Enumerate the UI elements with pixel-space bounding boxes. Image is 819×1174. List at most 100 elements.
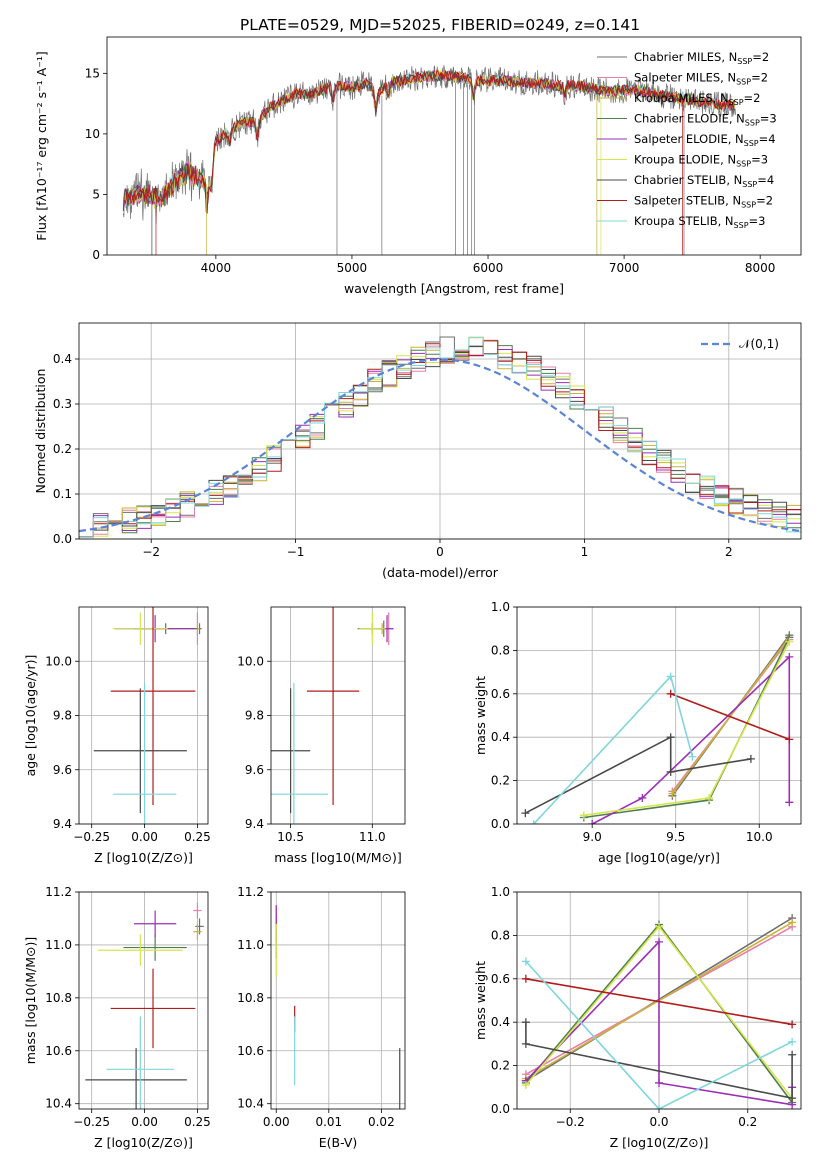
mass_vs_ebv-ytick-label: 10.4 xyxy=(237,1097,264,1111)
mass_vs_ebv-ytick-label: 11.2 xyxy=(237,885,264,899)
spectrum-ytick-label: 5 xyxy=(92,187,100,201)
weight_vs_age-ytick-label: 0.4 xyxy=(491,730,510,744)
age_vs_mass-ytick-label: 9.4 xyxy=(245,817,264,831)
weight_vs_Z-panel: −0.2 0.0 0.2 0.0 0.2 0.4 0.6 0.8 1.0 Z [log10(Z/Z… xyxy=(473,885,802,1150)
weight-line-kroupa-miles xyxy=(671,636,790,795)
weight_vs_Z-plot-area xyxy=(521,914,797,1109)
weight_vs_age-ytick-label: 0.8 xyxy=(491,643,510,657)
mass_vs_Z-ytick-label: 10.8 xyxy=(45,991,72,1005)
weight-point-salpeter-stelib xyxy=(788,1020,797,1029)
age_vs_mass-ytick-label: 10.0 xyxy=(237,654,264,668)
legend-label-salpeter-miles: Salpeter MILES, NSSP=2 xyxy=(634,71,768,87)
residuals-xtick-label: 1 xyxy=(581,545,589,559)
residuals-plot-area xyxy=(79,336,801,539)
age_vs_Z-ytick-label: 9.4 xyxy=(53,817,72,831)
weight_vs_Z-xtick-label: −0.2 xyxy=(556,1115,585,1129)
legend-label-kroupa-stelib: Kroupa STELIB, NSSP=3 xyxy=(634,214,765,230)
weight-point-salpeter-elodie xyxy=(785,798,794,807)
weight_vs_age-panel: 9.0 9.5 10.0 0.0 0.2 0.4 0.6 0.8 1.0 age [log10(a… xyxy=(473,600,802,865)
spectrum-title: PLATE=0529, MJD=52025, FIBERID=0249, z=0… xyxy=(240,16,640,34)
weight_vs_age-ylabel: mass weight xyxy=(473,676,488,755)
weight_vs_Z-ytick-label: 0.6 xyxy=(491,972,510,986)
weight-point-chabrier-stelib xyxy=(788,1050,797,1059)
residuals-xtick-label: 0 xyxy=(436,545,444,559)
weight_vs_age-ytick-label: 0.6 xyxy=(491,687,510,701)
mass_vs_Z-ytick-label: 10.6 xyxy=(45,1044,72,1058)
age_vs_mass-xlabel: mass [log10(M/M⊙)] xyxy=(274,850,402,865)
spectrum-frame xyxy=(106,36,802,256)
legend-label-kroupa-elodie: Kroupa ELODIE, NSSP=3 xyxy=(634,153,768,169)
weight_vs_Z-ytick-label: 0.4 xyxy=(491,1015,510,1029)
weight-point-kroupa-miles xyxy=(788,918,797,927)
spectrum-line-kroupa-miles xyxy=(122,69,736,206)
mass_vs_ebv-xtick-label: 0.02 xyxy=(368,1115,395,1129)
histogram-kroupa-stelib xyxy=(79,337,801,539)
age_vs_Z-xtick-label: 0.25 xyxy=(184,830,211,844)
spectrum-xlabel: wavelength [Angstrom, rest frame] xyxy=(344,281,564,296)
spectrum-xtick-label: 7000 xyxy=(609,261,640,275)
weight-point-chabrier-stelib xyxy=(746,754,755,763)
residuals-xtick-label: −1 xyxy=(287,545,305,559)
residuals-ytick-label: 0.0 xyxy=(53,532,72,546)
weight-point-chabrier-stelib xyxy=(521,1039,530,1048)
mass_vs_Z-xlabel: Z [log10(Z/Z⊙)] xyxy=(94,1135,193,1150)
mass_vs_Z-panel: −0.25 0.00 0.25 10.4 10.6 10.8 11.0 11.2 Z [log1… xyxy=(23,885,211,1150)
weight-line-chabrier-stelib xyxy=(525,735,752,814)
mass_vs_Z-frame xyxy=(78,891,209,1110)
mass_vs_Z-ytick-label: 11.0 xyxy=(45,938,72,952)
weight-point-kroupa-stelib xyxy=(655,1105,663,1109)
legend-label-chabrier-stelib: Chabrier STELIB, NSSP=4 xyxy=(634,173,774,189)
mass_vs_ebv-xlabel: E(B-V) xyxy=(319,1135,358,1150)
age_vs_mass-panel: 10.5 11.0 9.4 9.6 9.8 10.0 mass [log10(M/M⊙)] xyxy=(237,606,406,865)
weight_vs_age-xtick-label: 10.0 xyxy=(746,830,773,844)
weight_vs_age-xtick-label: 9.0 xyxy=(583,830,602,844)
mass_vs_Z-plot-area xyxy=(85,902,204,1109)
weight-point-chabrier-stelib xyxy=(521,809,530,818)
weight-point-kroupa-elodie xyxy=(655,922,663,931)
age_vs_mass-ytick-label: 9.8 xyxy=(245,709,264,723)
weight_vs_Z-xtick-label: 0.0 xyxy=(649,1115,668,1129)
residuals-ytick-label: 0.3 xyxy=(53,397,72,411)
mass_vs_ebv-panel: 0.00 0.01 0.02 10.4 10.6 10.8 11.0 11.2 E(B-V) xyxy=(237,885,406,1150)
spectrum-plot-area xyxy=(122,65,737,255)
age_vs_mass-xtick-label: 10.5 xyxy=(277,830,304,844)
spectrum-legend: Chabrier MILES, NSSP=2 Salpeter MILES, NS… xyxy=(597,50,777,230)
weight-point-salpeter-elodie xyxy=(588,820,597,824)
mass_vs_Z-ylabel: mass [log10(M/M⊙)] xyxy=(23,937,38,1065)
weight-point-kroupa-stelib xyxy=(688,752,697,761)
age_vs_Z-xtick-label: −0.25 xyxy=(73,830,110,844)
weight-point-kroupa-stelib xyxy=(666,672,675,681)
spectrum-ylabel: Flux [fλ10⁻¹⁷ erg cm⁻² s⁻¹ A⁻¹] xyxy=(34,51,49,240)
spectrum-line-salpeter-stelib xyxy=(123,70,736,212)
age_vs_Z-ytick-label: 9.6 xyxy=(53,763,72,777)
weight-point-kroupa-stelib xyxy=(529,820,538,824)
residuals-ylabel: Normed distribution xyxy=(33,369,48,494)
age_vs_mass-ytick-label: 9.6 xyxy=(245,763,264,777)
weight_vs_age-ytick-label: 0.0 xyxy=(491,817,510,831)
weight-point-kroupa-stelib xyxy=(788,1037,797,1046)
weight_vs_Z-ytick-label: 1.0 xyxy=(491,885,510,899)
residuals-ytick-label: 0.4 xyxy=(53,352,72,366)
age_vs_Z-ytick-label: 9.8 xyxy=(53,709,72,723)
age_vs_Z-panel: −0.25 0.00 0.25 9.4 9.6 9.8 10.0 Z [log10(Z/Z⊙)… xyxy=(23,606,211,865)
mass_vs_Z-xtick-label: 0.00 xyxy=(131,1115,158,1129)
gaussian-curve xyxy=(79,358,801,533)
age_vs_Z-frame xyxy=(78,606,209,825)
mass_vs_ebv-ytick-label: 10.6 xyxy=(237,1044,264,1058)
weight-point-salpeter-elodie xyxy=(655,1078,663,1087)
age_vs_Z-xlabel: Z [log10(Z/Z⊙)] xyxy=(94,850,193,865)
mass_vs_ebv-xtick-label: 0.01 xyxy=(315,1115,342,1129)
weight-point-kroupa-elodie xyxy=(521,1081,530,1090)
mass_vs_ebv-xtick-label: 0.00 xyxy=(263,1115,290,1129)
weight-line-chabrier-stelib xyxy=(525,1022,793,1100)
residuals-xtick-label: −2 xyxy=(142,545,160,559)
weight_vs_Z-ylabel: mass weight xyxy=(473,961,488,1040)
spectrum-xtick-label: 8000 xyxy=(745,261,776,275)
weight-line-salpeter-stelib xyxy=(525,978,793,1026)
age_vs_mass-plot-area xyxy=(271,607,394,824)
weight-point-chabrier-stelib xyxy=(666,767,675,776)
weight-line-salpeter-stelib xyxy=(670,693,790,741)
weight_vs_Z-xtick-label: 0.2 xyxy=(738,1115,757,1129)
weight-line-kroupa-stelib xyxy=(525,960,793,1109)
weight-point-kroupa-elodie xyxy=(579,811,588,820)
